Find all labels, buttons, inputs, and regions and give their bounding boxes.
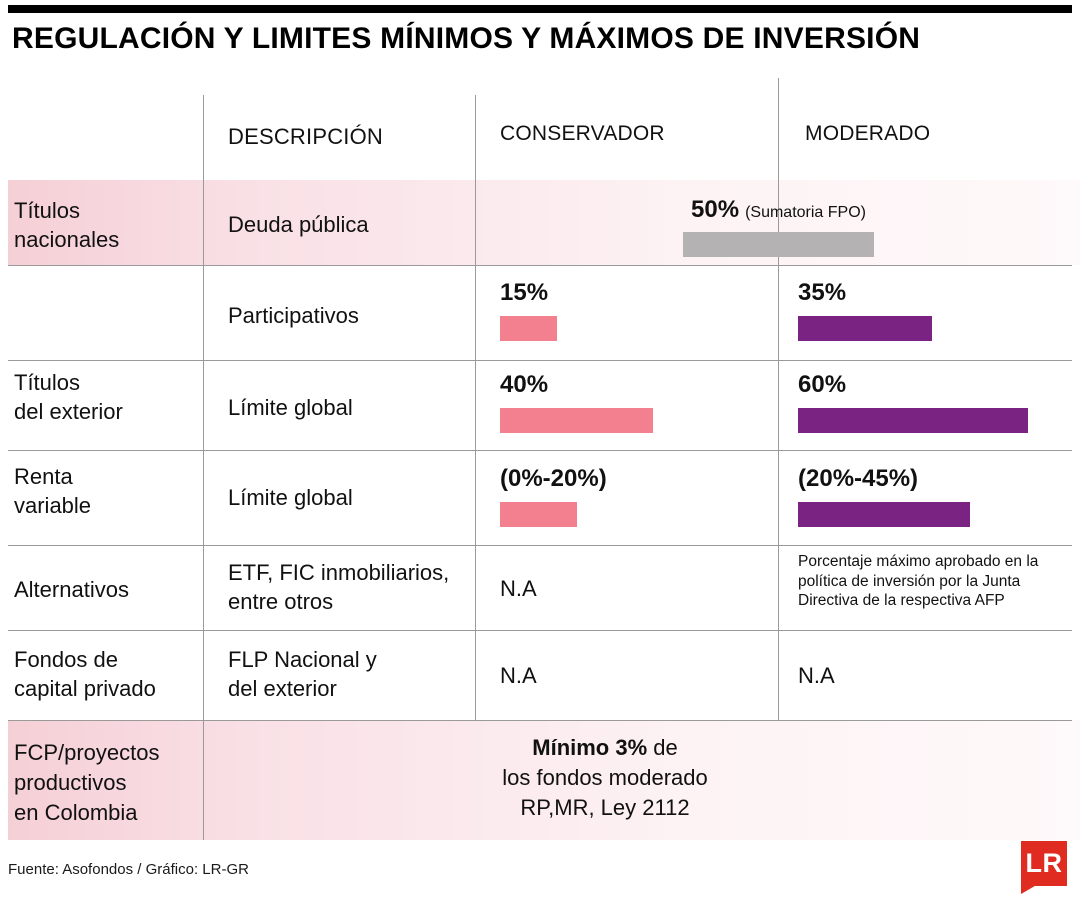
row-highlight-proyectos: [8, 720, 1080, 840]
row-divider-4: [8, 545, 1072, 546]
moderado-value-exterior: 60%: [798, 371, 847, 398]
category-line: FCP/proyectos: [14, 740, 160, 765]
divider-labels-column: [203, 95, 204, 840]
descripcion-participativos: Participativos: [228, 303, 359, 328]
conservador-value-participativos: 15%: [500, 279, 549, 306]
descripcion-line: del exterior: [228, 676, 337, 701]
category-titulos-nacionales: Títulos nacionales: [14, 196, 119, 254]
lr-logo: LR: [1021, 841, 1067, 894]
descripcion-line: FLP Nacional y: [228, 647, 377, 672]
row-divider-1: [8, 265, 1072, 266]
descripcion-line: entre otros: [228, 589, 334, 614]
conservador-bar-exterior: [500, 408, 654, 433]
descripcion-flp: FLP Nacional y del exterior: [228, 645, 377, 703]
row-divider-5: [8, 630, 1072, 631]
category-titulos-exterior: Títulos del exterior: [14, 368, 123, 426]
category-line: Fondos de: [14, 647, 118, 672]
moderado-note-alternativos: Porcentaje máximo aprobado en la polític…: [798, 553, 1039, 609]
column-header-conservador: CONSERVADOR: [500, 122, 665, 145]
category-line: Títulos: [14, 370, 81, 395]
category-line: Renta: [14, 464, 73, 489]
category-line: capital privado: [14, 676, 156, 701]
descripcion-deuda-publica: Deuda pública: [228, 212, 369, 237]
column-header-descripcion: DESCRIPCIÓN: [228, 124, 383, 149]
moderado-na-fondos: N.A: [798, 663, 835, 688]
row-divider-6: [8, 720, 1072, 721]
category-line: Títulos: [14, 198, 81, 223]
conservador-bar-participativos: [500, 316, 558, 341]
sumatoria-value-label: 50%: [691, 196, 740, 223]
category-line: en Colombia: [14, 800, 138, 825]
source-credit: Fuente: Asofondos / Gráfico: LR-GR: [8, 861, 249, 878]
conservador-bar-renta: [500, 502, 577, 527]
moderado-value-renta: (20%-45%): [798, 465, 919, 492]
conservador-value-exterior: 40%: [500, 371, 549, 398]
moderado-bar-participativos: [798, 316, 933, 341]
minimo-line-1: Mínimo 3% de: [430, 733, 780, 763]
descripcion-alternativos: ETF, FIC inmobiliarios, entre otros: [228, 558, 449, 616]
divider-conservador-column: [475, 95, 476, 720]
category-line: productivos: [14, 770, 127, 795]
moderado-bar-renta: [798, 502, 971, 527]
descripcion-limite-global-renta: Límite global: [228, 485, 353, 510]
category-fondos-capital-privado: Fondos de capital privado: [14, 645, 156, 703]
sumatoria-cell: 50% (Sumatoria FPO): [588, 196, 969, 257]
row-highlight-deuda: [8, 180, 1080, 265]
category-renta-variable: Renta variable: [14, 462, 91, 520]
page-title: REGULACIÓN Y LIMITES MÍNIMOS Y MÁXIMOS D…: [12, 22, 921, 55]
divider-moderado-column: [778, 78, 779, 720]
category-line: variable: [14, 493, 92, 518]
conservador-value-renta: (0%-20%): [500, 465, 607, 492]
sumatoria-bar: [682, 232, 875, 257]
category-alternativos: Alternativos: [14, 577, 129, 602]
minimo-line-3: RP,MR, Ley 2112: [520, 795, 690, 820]
category-line: del exterior: [14, 399, 123, 424]
moderado-value-participativos: 35%: [798, 279, 847, 306]
conservador-na-alternativos: N.A: [500, 576, 537, 601]
minimo-line-2: los fondos moderado: [502, 765, 708, 790]
category-fcp-proyectos: FCP/proyectos productivos en Colombia: [14, 738, 160, 828]
descripcion-limite-global-exterior: Límite global: [228, 395, 353, 420]
sumatoria-note: (Sumatoria FPO): [745, 204, 866, 221]
descripcion-line: ETF, FIC inmobiliarios,: [228, 560, 450, 585]
moderado-bar-exterior: [798, 408, 1028, 433]
minimo-rest: de: [647, 735, 678, 760]
category-line: nacionales: [14, 227, 120, 252]
top-rule: [8, 5, 1072, 13]
column-header-moderado: MODERADO: [805, 122, 931, 145]
row-divider-2: [8, 360, 1072, 361]
minimo-bold: Mínimo 3%: [532, 735, 648, 760]
row-divider-3: [8, 450, 1072, 451]
minimo-3pct-text: Mínimo 3% de los fondos moderado RP,MR, …: [430, 733, 780, 823]
conservador-na-fondos: N.A: [500, 663, 537, 688]
